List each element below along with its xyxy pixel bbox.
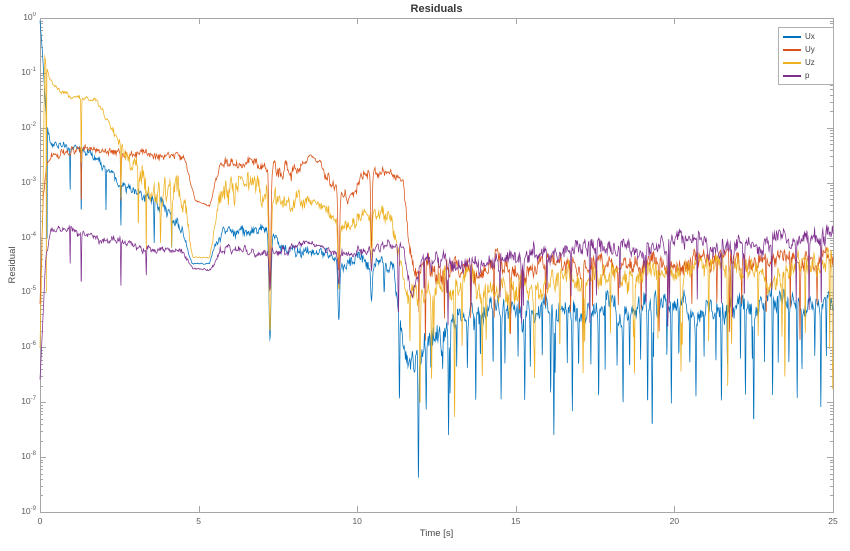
y-tick-label: 10-8 [21,451,36,462]
y-tick-label: 10-7 [21,396,36,407]
legend-entry-uy: Uy [779,43,833,56]
y-tick-label: 10-3 [21,176,36,187]
y-tick-label: 10-2 [21,121,36,132]
y-tick-label: 10-9 [21,506,36,516]
legend-line-sample [783,48,801,51]
legend-entry-uz: Uz [779,56,833,69]
legend-entry-ux: Ux [779,30,833,43]
x-tick-label: 15 [511,516,521,526]
x-axis-label: Time [s] [419,528,454,539]
x-tick-label: 25 [828,516,838,526]
legend-label: Ux [805,31,815,41]
x-tick-label: 0 [37,516,43,526]
y-tick-label: 10-5 [21,286,36,297]
y-tick-label: 10-4 [21,231,36,242]
legend-label: Uz [805,57,815,67]
y-tick-label: 100 [23,12,36,22]
legend-line-sample [783,61,801,64]
y-tick-label: 10-1 [21,66,36,77]
legend-label: p [805,70,810,80]
x-tick-label: 20 [669,516,680,526]
legend-line-sample [783,74,801,77]
y-tick-label: 10-6 [21,341,36,352]
legend-line-sample [783,35,801,38]
x-tick-label: 5 [196,516,201,526]
chart-title: Residuals [410,3,463,15]
legend-entry-p: p [779,69,833,82]
legend: Ux Uy Uz p [778,27,834,85]
x-tick-label: 10 [352,516,362,526]
legend-label: Uy [805,44,815,54]
